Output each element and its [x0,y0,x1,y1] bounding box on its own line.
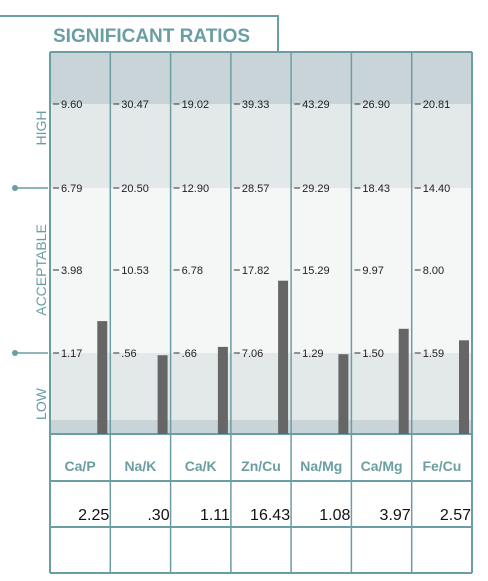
tick-label: 28.57 [242,183,270,195]
tick-label: 39.33 [242,99,270,111]
zone-label-high: HIGH [33,111,49,146]
tick-label: 20.50 [121,183,149,195]
value-label: 16.43 [250,507,290,524]
tick-label: 9.60 [61,99,82,111]
bar [157,355,168,434]
value-label: 1.11 [200,507,230,524]
bar [278,280,289,434]
value-label: .30 [147,507,169,524]
tick-label: 10.53 [121,265,149,277]
high-boundary-dot [12,185,18,191]
bar [459,340,469,434]
category-label: Na/Mg [300,458,342,474]
band-bottom [50,420,472,434]
bar [97,321,108,434]
bar [398,328,409,434]
tick-label: 1.17 [61,348,82,360]
tick-label: 43.29 [302,99,330,111]
chart-title: SIGNIFICANT RATIOS [53,26,250,47]
tick-label: 8.00 [423,265,444,277]
band-high [50,104,472,188]
category-label: Na/K [124,458,156,474]
value-label: 3.97 [380,507,411,524]
category-label: Ca/K [185,458,217,474]
band-acceptable [50,188,472,353]
tick-label: 18.43 [362,183,390,195]
low-boundary-dot [12,350,18,356]
tick-label: 14.40 [423,183,451,195]
category-label: Zn/Cu [241,458,281,474]
tick-label: 19.02 [182,99,210,111]
band-top [50,53,472,104]
zone-label-low: LOW [33,387,49,420]
tick-label: 29.29 [302,183,330,195]
tick-label: 9.97 [362,265,383,277]
tick-label: 7.06 [242,348,263,360]
bar [338,354,349,434]
tick-label: 17.82 [242,265,270,277]
tick-label: .56 [121,348,136,360]
category-label: Ca/P [65,458,96,474]
tick-label: 1.59 [423,348,444,360]
value-label: 2.25 [78,507,109,524]
tick-label: 1.29 [302,348,323,360]
tick-label: 15.29 [302,265,330,277]
tick-label: 20.81 [423,99,451,111]
tick-label: 6.79 [61,183,82,195]
category-label: Ca/Mg [361,458,403,474]
tick-label: 6.78 [182,265,203,277]
zone-label-acceptable: ACCEPTABLE [33,224,49,316]
tick-label: 26.90 [362,99,390,111]
tick-label: 3.98 [61,265,82,277]
bar [217,346,228,434]
value-label: 2.57 [440,507,471,524]
tick-label: .66 [182,348,197,360]
tick-label: 12.90 [182,183,210,195]
tick-label: 1.50 [362,348,383,360]
category-label: Fe/Cu [422,458,461,474]
tick-label: 30.47 [121,99,149,111]
value-label: 1.08 [319,507,350,524]
